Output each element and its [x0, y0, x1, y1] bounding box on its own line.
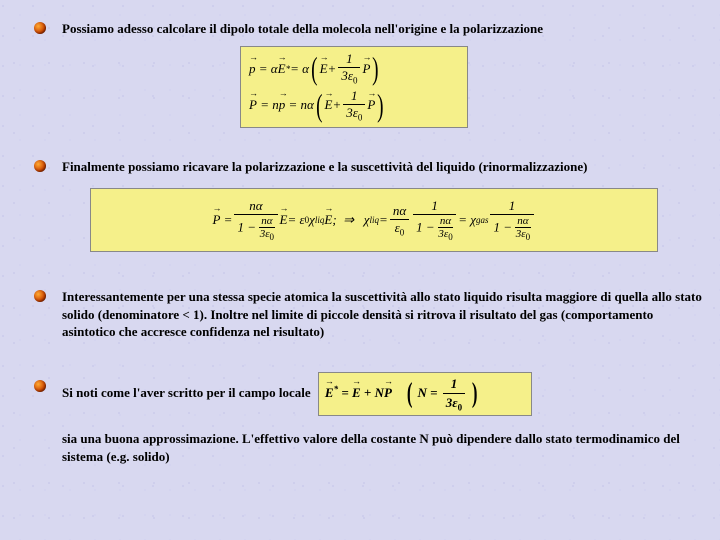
para-4: Si noti come l'aver scritto per il campo… [62, 372, 702, 416]
bullet-icon [34, 380, 46, 392]
bullet-icon [34, 160, 46, 172]
equation-box-2: P = nα 1 − nα3ε0 E = ε0χliqE; ⇒ χliq = n… [90, 188, 658, 252]
bullet-icon [34, 290, 46, 302]
para-3: Interessantemente per una stessa specie … [62, 288, 702, 341]
para-1: Possiamo adesso calcolare il dipolo tota… [62, 20, 682, 38]
bullet-icon [34, 22, 46, 34]
para-2: Finalmente possiamo ricavare la polarizz… [62, 158, 702, 176]
closing-text: sia una buona approssimazione. L'effetti… [62, 430, 682, 465]
equation-box-1: p = αE* = α ( E + 13ε0 P ) P = np = nα (… [240, 46, 468, 128]
para-4-text: Si noti come l'aver scritto per il campo… [62, 385, 311, 400]
equation-inline-3: E* = E + NP ( N = 13ε0 ) [318, 372, 532, 416]
